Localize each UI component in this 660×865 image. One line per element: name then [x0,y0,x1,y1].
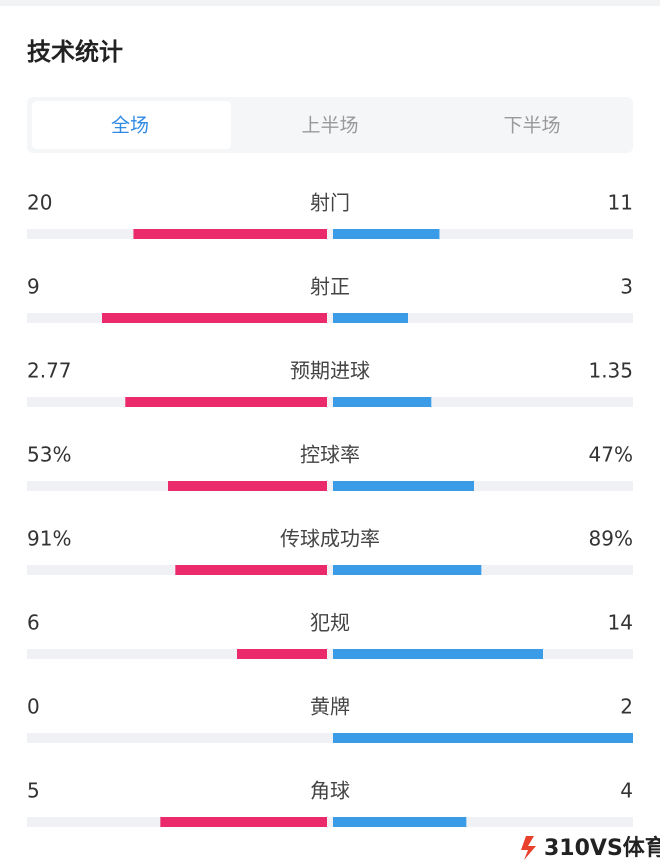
watermark-text: 310VS体育 [544,835,660,861]
away-bar [333,817,467,827]
away-bar [333,397,432,407]
top-strip [0,0,660,6]
stat-label: 控球率 [300,443,360,467]
home-value: 91% [27,527,71,551]
tab-active-bg [32,101,231,149]
home-value: 20 [27,191,52,215]
home-value: 0 [27,695,40,719]
away-value: 47% [589,443,633,467]
home-bar [125,397,328,407]
bar-track [27,397,633,407]
away-value: 89% [589,527,633,551]
stat-label: 预期进球 [290,359,370,383]
away-value: 4 [620,779,633,803]
away-bar [333,481,474,491]
tab[interactable]: 下半场 [503,115,560,137]
away-bar [333,313,408,323]
stat-label: 黄牌 [310,695,350,719]
watermark-logo [521,836,536,860]
bar-track [27,313,633,323]
home-bar [175,565,327,575]
home-bar [160,817,327,827]
home-bar [102,313,327,323]
stat-label: 射正 [310,275,350,299]
bar-track [27,229,633,239]
home-bar [133,229,327,239]
home-value: 9 [27,275,40,299]
home-value: 2.77 [27,359,72,383]
away-value: 14 [608,611,633,635]
away-value: 3 [620,275,633,299]
bar-track [27,733,633,743]
bar-track [27,649,633,659]
home-bar [237,649,327,659]
away-bar [333,733,633,743]
tab[interactable]: 全场 [111,115,149,137]
away-value: 2 [620,695,633,719]
stat-label: 角球 [310,779,350,803]
tab[interactable]: 上半场 [301,115,358,137]
away-bar [333,229,440,239]
bar-track [27,565,633,575]
away-bar [333,565,482,575]
away-bar [333,649,543,659]
watermark: 310VS体育 [512,832,660,865]
bar-track [27,817,633,827]
away-value: 11 [608,191,633,215]
stat-label: 犯规 [310,611,350,635]
stat-label: 射门 [310,191,350,215]
title: 技术统计 [27,38,123,66]
home-bar [168,481,327,491]
away-value: 1.35 [588,359,633,383]
bar-track [27,481,633,491]
watermark-bg [512,832,660,865]
stat-label: 传球成功率 [280,527,380,551]
home-value: 53% [27,443,71,467]
home-value: 6 [27,611,40,635]
home-value: 5 [27,779,40,803]
